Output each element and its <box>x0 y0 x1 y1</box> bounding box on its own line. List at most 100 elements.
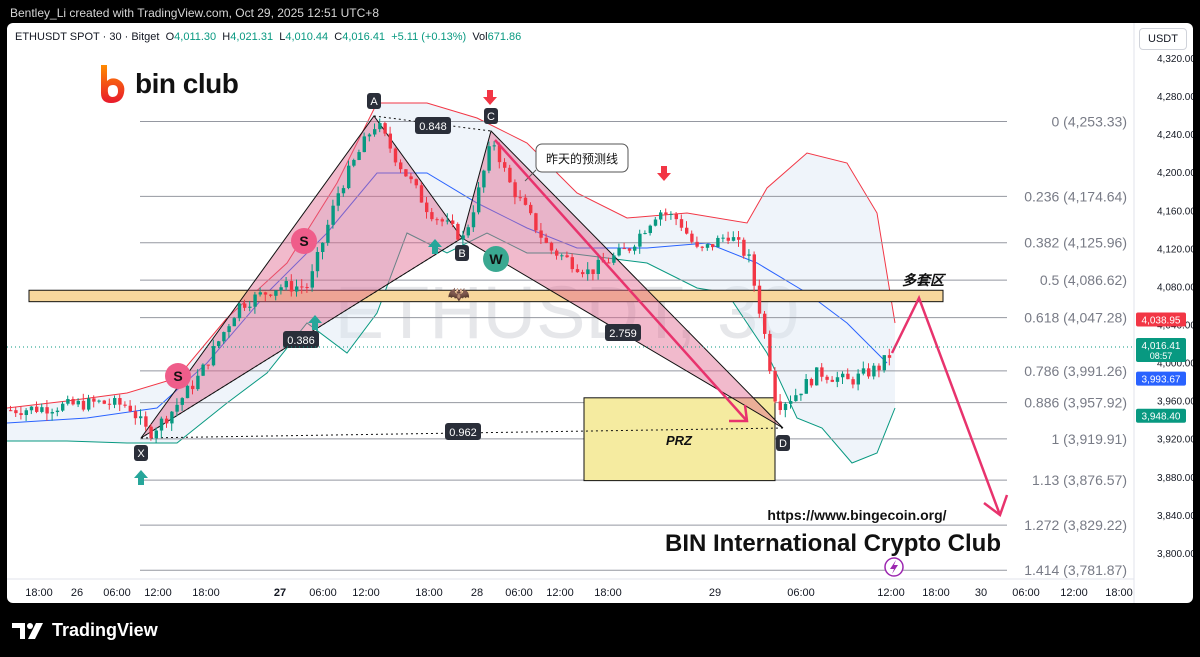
candle-body <box>877 365 881 371</box>
candle-body <box>617 248 621 256</box>
candle-body <box>711 244 715 248</box>
candle-body <box>627 248 632 251</box>
candle-body <box>159 418 164 431</box>
candle-body <box>305 286 309 288</box>
prediction-line <box>494 139 748 422</box>
candle-body <box>679 219 684 228</box>
candle-body <box>310 271 314 288</box>
candle-body <box>570 257 574 270</box>
open-value: 4,011.30 <box>174 31 217 43</box>
candle-body <box>66 399 70 404</box>
ratio-badge-1 <box>283 331 319 348</box>
candle-body <box>773 371 777 402</box>
candle-body <box>237 303 242 319</box>
callout-pointer <box>524 169 537 182</box>
candle-body <box>513 182 517 198</box>
candle-body <box>419 185 424 203</box>
bin-club-logo-icon <box>101 65 125 103</box>
time-tick: 06:00 <box>787 587 815 599</box>
price-tick: 4,240.00 <box>1157 130 1193 141</box>
candle-body <box>180 398 184 405</box>
candle-body <box>466 227 470 236</box>
signal-s2-label: S <box>299 233 308 249</box>
club-name: BIN International Crypto Club <box>665 530 1001 557</box>
candle-body <box>435 219 439 221</box>
candle-body <box>50 412 54 414</box>
time-tick: 30 <box>975 587 987 599</box>
candle-body <box>783 403 788 411</box>
price-chart[interactable]: ETHUSDT, 30 0 (4,253.33) 0.236 (4,174.64) 0… <box>7 23 1193 603</box>
candle-body <box>815 367 819 386</box>
candle-body <box>544 237 548 243</box>
candle-body <box>555 250 559 256</box>
candle-body <box>300 286 304 288</box>
candle-body <box>700 246 704 248</box>
candle-body <box>222 332 226 342</box>
tradingview-footer[interactable]: TradingView <box>12 620 158 641</box>
candle-body <box>804 378 808 394</box>
candle-body <box>404 169 408 177</box>
price-tag-text: 3,948.40 <box>1142 412 1181 423</box>
candle-body <box>445 220 450 222</box>
candle-body <box>185 385 190 399</box>
candle-body <box>154 430 158 439</box>
pattern-point-label: X <box>137 448 145 460</box>
pattern-point-d: D <box>776 435 790 451</box>
candle-body <box>690 233 694 242</box>
currency-button[interactable]: USDT <box>1139 28 1187 50</box>
candle-body <box>263 292 268 295</box>
candle-body <box>653 219 658 226</box>
candle-body <box>643 233 647 235</box>
fib-label-0.5: 0.5 (4,086.62) <box>1040 272 1127 288</box>
candle-body <box>503 162 507 168</box>
candle-body <box>97 400 101 402</box>
candle-body <box>565 255 569 258</box>
candle-body <box>861 368 866 374</box>
candle-body <box>102 400 106 404</box>
close-key: C <box>334 31 343 43</box>
pattern-point-label: A <box>370 96 378 108</box>
time-tick: 18:00 <box>192 587 220 599</box>
symbol-label[interactable]: ETHUSDT SPOT · 30 · Bitget <box>15 31 160 43</box>
candle-body <box>648 225 652 234</box>
ratio-label-2: 2.759 <box>609 328 637 340</box>
pattern-point-b: B <box>455 245 469 261</box>
price-tag-4,038.95 <box>1136 312 1186 327</box>
time-tick: 12:00 <box>877 587 905 599</box>
signal-s1-label: S <box>173 368 182 384</box>
price-tick: 3,800.00 <box>1157 549 1193 560</box>
candle-body <box>440 219 444 222</box>
high-value: 4,021.31 <box>230 31 274 43</box>
candle-body <box>196 375 200 390</box>
symbol-watermark: ETHUSDT, 30 <box>335 271 800 354</box>
price-tick: 3,840.00 <box>1157 511 1193 522</box>
candle-body <box>284 281 288 288</box>
candle-body <box>768 333 772 372</box>
ratio-badge-2 <box>605 324 641 341</box>
candle-body <box>243 303 247 308</box>
candle-body <box>518 197 522 199</box>
candle-body <box>35 406 39 412</box>
pattern-point-badge <box>484 108 498 124</box>
chart-panel[interactable]: ETHUSDT, 30 0 (4,253.33) 0.236 (4,174.64) 0… <box>7 23 1193 603</box>
fib-label-0.886: 0.886 (3,957.92) <box>1024 395 1127 411</box>
candle-body <box>575 269 580 273</box>
low-key: L <box>279 31 286 43</box>
tradingview-brand: TradingView <box>52 620 158 640</box>
candle-body <box>336 193 340 206</box>
ratio-label-0: 0.848 <box>419 121 447 133</box>
candle-body <box>461 235 465 240</box>
candle-body <box>113 398 117 405</box>
candle-body <box>794 395 798 402</box>
candle-body <box>560 255 564 257</box>
candle-body <box>61 403 65 411</box>
price-tick: 4,000.00 <box>1157 359 1193 370</box>
candle-body <box>76 400 80 405</box>
volume-value: 671.86 <box>487 31 522 43</box>
candle-body <box>523 197 528 205</box>
candle-body <box>248 306 252 308</box>
ohlc-legend: ETHUSDT SPOT · 30 · Bitget O4,011.30 H4,… <box>15 31 521 43</box>
candle-body <box>820 367 824 377</box>
candle-body <box>596 259 600 274</box>
candle-body <box>144 416 148 427</box>
